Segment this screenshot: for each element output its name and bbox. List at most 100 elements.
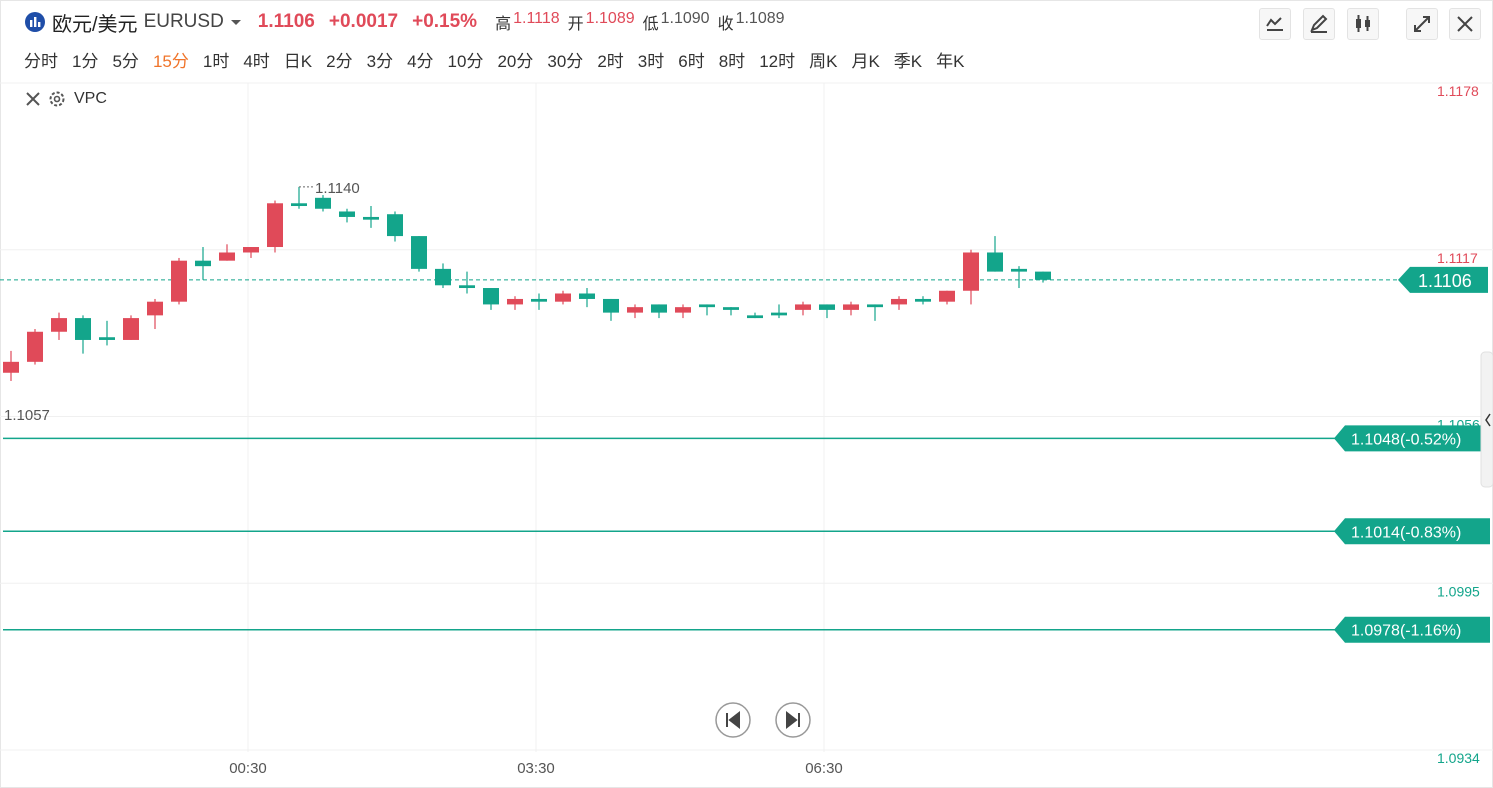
y-tick-label: 1.0934 [1437, 750, 1480, 766]
scroll-arrow [1485, 413, 1491, 427]
candle-body [339, 211, 355, 217]
settings-icon[interactable] [46, 88, 68, 110]
candle-body [579, 293, 595, 299]
y-tick-label: 1.0995 [1437, 583, 1480, 599]
change-pct: +0.15% [412, 11, 478, 32]
x-tick-label: 00:30 [229, 760, 267, 777]
nav-icon [786, 710, 800, 730]
timeframe[interactable]: 30分 [547, 52, 584, 71]
timeframe[interactable]: 3分 [366, 52, 394, 71]
tool-line[interactable] [1259, 8, 1291, 40]
timeframe[interactable]: 2分 [326, 52, 353, 71]
y-tick-label: 1.1178 [1437, 83, 1479, 99]
level-tag [1334, 616, 1490, 643]
timeframe[interactable]: 6时 [678, 52, 705, 71]
timeframe[interactable]: 日K [283, 52, 313, 71]
dropdown-icon[interactable] [228, 14, 244, 30]
stats: 高 1.1118 开 1.1089 低 1.1090 收 1.1089 [487, 10, 784, 34]
candle-body [27, 331, 43, 362]
level-tag [1334, 425, 1490, 452]
level-tag [1334, 518, 1490, 545]
timeframe[interactable]: 分时 [24, 52, 58, 71]
timeframe[interactable]: 3时 [637, 52, 665, 71]
candle-body [435, 268, 451, 286]
change: +0.0017 [328, 11, 399, 32]
indicator-name: VPC [74, 90, 107, 107]
candle-body [795, 304, 811, 310]
candle-body [1011, 268, 1027, 272]
x-tick-label: 06:30 [805, 760, 843, 777]
stat-value: 1.1089 [585, 10, 635, 27]
candle-body [51, 318, 67, 332]
candle-body [987, 252, 1003, 272]
timeframe[interactable]: 月K [851, 52, 880, 71]
candle-body [867, 304, 883, 308]
candle-body [171, 260, 187, 302]
candle-body [963, 252, 979, 291]
symbol-code[interactable]: EURUSD [143, 11, 224, 32]
timeframe[interactable]: 15分 [152, 52, 189, 71]
timeframe[interactable]: 年K [936, 52, 965, 71]
tool-fullscreen[interactable] [1406, 8, 1438, 40]
last-price-tag [1398, 266, 1488, 293]
high-label: 1.1140 [315, 180, 360, 197]
stat-value: 1.1118 [513, 10, 560, 27]
candle-body [843, 304, 859, 310]
header: 欧元/美元 EURUSD 1.1106 +0.0017 +0.15% 高 1.11… [24, 8, 785, 36]
nav-button[interactable] [715, 702, 751, 738]
nav-button[interactable] [775, 702, 811, 738]
symbol-icon [25, 12, 45, 32]
timeframe[interactable]: 季K [893, 52, 923, 71]
timeframe[interactable]: 20分 [497, 52, 534, 71]
timeframe[interactable]: 12时 [759, 52, 796, 71]
candle-body [531, 298, 547, 302]
candle-body [771, 312, 787, 316]
candle-body [411, 236, 427, 269]
candle-body [387, 214, 403, 237]
symbol[interactable]: 欧元/美元 [52, 13, 138, 36]
candle-body [75, 318, 91, 340]
level-label: 1.0978(-1.16%) [1351, 623, 1461, 640]
tool-draw[interactable] [1303, 8, 1335, 40]
timeframe[interactable]: 5分 [112, 52, 139, 71]
candle-body [603, 298, 619, 313]
timeframe[interactable]: 周K [809, 52, 838, 71]
tool-candle[interactable] [1347, 8, 1379, 40]
candle-body [675, 307, 691, 313]
last-price-label: 1.1106 [1418, 271, 1472, 291]
candle-body [459, 285, 475, 289]
x-tick-label: 03:30 [517, 760, 555, 777]
timeframe[interactable]: 4时 [243, 52, 270, 71]
candle-body [627, 307, 643, 313]
price: 1.1106 [257, 11, 315, 32]
candle-body [3, 361, 19, 373]
stat-label: 低 [642, 16, 659, 33]
close-icon[interactable] [24, 90, 42, 108]
timeframe[interactable]: 1时 [202, 52, 230, 71]
candle-body [363, 216, 379, 220]
candle-body [747, 315, 763, 319]
candle-body [219, 252, 235, 261]
candle-body [699, 304, 715, 308]
tool-close[interactable] [1449, 8, 1481, 40]
candle-body [267, 203, 283, 248]
candle-body [291, 203, 307, 207]
level-label: 1.1014(-0.83%) [1351, 524, 1461, 541]
candle-body [891, 298, 907, 305]
timeframe[interactable]: 2时 [597, 52, 624, 71]
level-label: 1.1048(-0.52%) [1351, 431, 1461, 448]
candle-body [723, 307, 739, 310]
candle-body [507, 298, 523, 305]
candle-body [483, 288, 499, 305]
candle-body [99, 337, 115, 340]
candle-body [651, 304, 667, 313]
candle-body [1035, 271, 1051, 280]
stat-label: 高 [495, 16, 512, 33]
timeframe[interactable]: 8时 [718, 52, 746, 71]
timeframe[interactable]: 10分 [447, 52, 484, 71]
timeframe[interactable]: 4分 [407, 52, 434, 71]
timeframe[interactable]: 1分 [72, 52, 99, 71]
candle-body [939, 290, 955, 302]
